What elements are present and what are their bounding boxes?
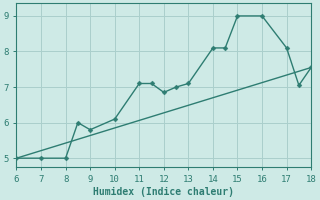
- X-axis label: Humidex (Indice chaleur): Humidex (Indice chaleur): [93, 186, 234, 197]
